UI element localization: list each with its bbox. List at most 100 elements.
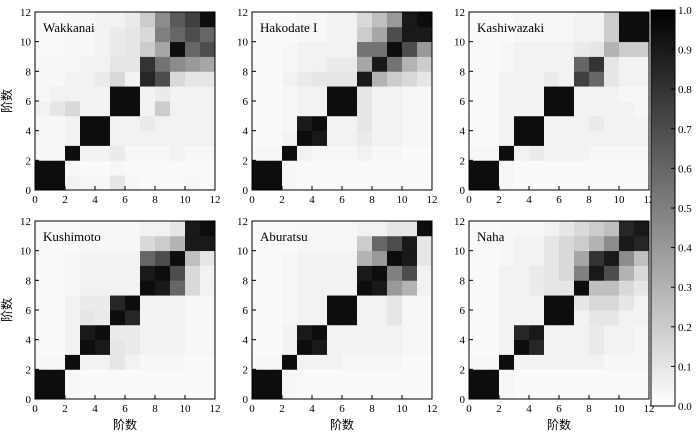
heatmap-cell bbox=[200, 324, 216, 341]
heatmap-cell bbox=[125, 280, 141, 296]
heatmap-cell bbox=[499, 369, 515, 385]
heatmap-cell bbox=[544, 26, 560, 43]
heatmap-cell bbox=[604, 384, 620, 400]
heatmap-cell bbox=[417, 56, 433, 72]
heatmap-cell bbox=[604, 160, 620, 176]
heatmap-cell bbox=[559, 235, 575, 252]
heatmap-cell bbox=[499, 175, 515, 191]
heatmap-cell bbox=[574, 235, 590, 252]
heatmap-cell bbox=[50, 324, 66, 341]
heatmap-cell bbox=[327, 56, 343, 72]
heatmap-cell bbox=[170, 175, 186, 191]
heatmap-cell bbox=[125, 56, 141, 72]
heatmap-cell bbox=[140, 369, 156, 385]
heatmap-cell bbox=[267, 369, 283, 385]
heatmap-cell bbox=[65, 369, 81, 385]
y-tick-label: 8 bbox=[460, 275, 466, 287]
x-axis-label: 阶数 bbox=[330, 417, 354, 432]
heatmap-cell bbox=[95, 115, 111, 132]
heatmap-cell bbox=[544, 354, 560, 370]
heatmap-cell bbox=[95, 235, 111, 252]
heatmap-cell bbox=[110, 26, 126, 43]
heatmap-cell bbox=[95, 145, 111, 161]
heatmap-cell bbox=[65, 71, 81, 87]
heatmap-cell bbox=[589, 71, 605, 87]
heatmap-cell bbox=[200, 56, 216, 72]
heatmap-cell bbox=[417, 339, 433, 355]
heatmap-cell bbox=[342, 324, 358, 341]
heatmap-cell bbox=[170, 115, 186, 132]
heatmap-cell bbox=[282, 115, 298, 132]
heatmap-cell bbox=[252, 250, 268, 266]
heatmap-cell bbox=[417, 86, 433, 102]
heatmap-cell bbox=[125, 265, 141, 281]
y-tick-label: 12 bbox=[20, 216, 31, 228]
heatmap-cell bbox=[95, 310, 111, 326]
heatmap-cell bbox=[200, 175, 216, 191]
x-tick-label: 8 bbox=[152, 194, 158, 206]
heatmap-cell bbox=[50, 339, 66, 355]
heatmap-cell bbox=[110, 145, 126, 161]
heatmap-cell bbox=[80, 175, 96, 191]
heatmap-cell bbox=[170, 250, 186, 266]
heatmap-cell bbox=[35, 145, 51, 161]
y-tick-label: 4 bbox=[243, 335, 249, 347]
heatmap-cell bbox=[342, 56, 358, 72]
heatmap-cell bbox=[50, 175, 66, 191]
heatmap-cell bbox=[604, 12, 620, 28]
heatmap-cell bbox=[65, 354, 81, 370]
colorbar-tick-label: 0.4 bbox=[678, 243, 692, 255]
heatmap-cell bbox=[297, 295, 313, 311]
heatmap-cell bbox=[185, 324, 201, 341]
heatmap-cell bbox=[634, 339, 650, 355]
heatmap-cell bbox=[499, 26, 515, 43]
heatmap-cell bbox=[95, 175, 111, 191]
heatmap-cell bbox=[372, 384, 388, 400]
heatmap-cell bbox=[155, 12, 171, 28]
heatmap-cell bbox=[35, 115, 51, 132]
heatmap-cell bbox=[619, 145, 635, 161]
heatmap-cell bbox=[619, 130, 635, 146]
heatmap-cell bbox=[170, 369, 186, 385]
heatmap-cell bbox=[185, 221, 201, 237]
heatmap-cell bbox=[417, 221, 433, 237]
heatmap-cell bbox=[387, 115, 403, 132]
heatmap-cell bbox=[327, 71, 343, 87]
heatmap-cell bbox=[50, 354, 66, 370]
heatmap-cell bbox=[297, 26, 313, 43]
heatmap-cell bbox=[252, 384, 268, 400]
heatmap-cell bbox=[50, 384, 66, 400]
heatmap-cell bbox=[95, 26, 111, 43]
heatmap-cell bbox=[50, 295, 66, 311]
heatmap-cell bbox=[125, 41, 141, 57]
heatmap-cell bbox=[125, 101, 141, 117]
heatmap-cell bbox=[252, 86, 268, 102]
heatmap-cell bbox=[155, 71, 171, 87]
heatmap-cell bbox=[342, 265, 358, 281]
heatmap-cell bbox=[80, 295, 96, 311]
heatmap-cell bbox=[604, 130, 620, 146]
heatmap-cell bbox=[387, 221, 403, 237]
heatmap-cell bbox=[402, 339, 418, 355]
heatmap-cell bbox=[357, 369, 373, 385]
heatmap-cell bbox=[529, 265, 545, 281]
heatmap-cell bbox=[50, 101, 66, 117]
heatmap-cell bbox=[402, 235, 418, 252]
heatmap-cell bbox=[357, 384, 373, 400]
heatmap-cell bbox=[559, 280, 575, 296]
heatmap-cell bbox=[185, 310, 201, 326]
heatmap-cell bbox=[282, 71, 298, 87]
heatmap-cell bbox=[529, 26, 545, 43]
heatmap-cell bbox=[417, 354, 433, 370]
heatmap-cell bbox=[387, 26, 403, 43]
x-tick-label: 4 bbox=[309, 194, 315, 206]
heatmap-cell bbox=[387, 41, 403, 57]
heatmap-cell bbox=[267, 295, 283, 311]
heatmap-cell bbox=[185, 369, 201, 385]
heatmap-cell bbox=[469, 71, 485, 87]
heatmap-cell bbox=[499, 339, 515, 355]
heatmap-cell bbox=[125, 324, 141, 341]
heatmap-cell bbox=[35, 280, 51, 296]
heatmap-cell bbox=[95, 295, 111, 311]
heatmap-cell bbox=[387, 384, 403, 400]
